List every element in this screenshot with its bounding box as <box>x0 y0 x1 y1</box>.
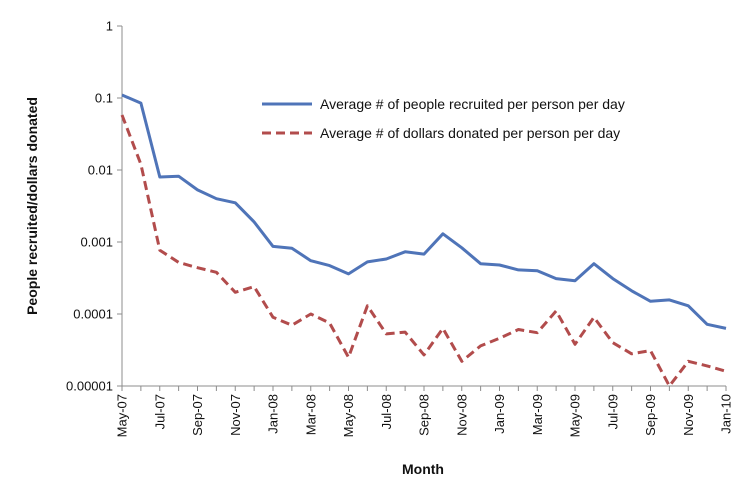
x-axis-title: Month <box>402 461 444 477</box>
legend-label-2: Average # of dollars donated per person … <box>320 125 620 141</box>
x-tick-label: May-07 <box>115 394 130 437</box>
y-tick-label: 0.001 <box>80 235 113 250</box>
y-tick-label: 0.01 <box>88 163 113 178</box>
legend: Average # of people recruited per person… <box>262 96 625 141</box>
x-tick-label: Nov-08 <box>454 394 469 436</box>
axes <box>117 26 726 391</box>
y-axis-title: People recruited/dollars donated <box>24 97 40 315</box>
x-tick-label: Nov-07 <box>228 394 243 436</box>
x-tick-label: Jan-08 <box>266 394 281 434</box>
x-tick-label: Mar-09 <box>530 394 545 435</box>
y-tick-label: 0.0001 <box>73 307 113 322</box>
x-tick-label: Jul-08 <box>379 394 394 429</box>
series-line-2 <box>122 115 726 386</box>
y-tick-label: 1 <box>106 19 113 34</box>
x-tick-label: Mar-08 <box>303 394 318 435</box>
x-tick-label: Nov-09 <box>681 394 696 436</box>
y-tick-label: 0.1 <box>95 91 113 106</box>
x-tick-label: May-09 <box>568 394 583 437</box>
x-tick-label: Jan-10 <box>719 394 734 434</box>
x-tick-label: Sep-08 <box>417 394 432 436</box>
x-tick-label: Sep-09 <box>643 394 658 436</box>
x-tick-label: May-08 <box>341 394 356 437</box>
x-tick-label: Jul-07 <box>152 394 167 429</box>
x-tick-label: Jul-09 <box>605 394 620 429</box>
x-tick-label: Sep-07 <box>190 394 205 436</box>
y-tick-label: 0.00001 <box>66 379 113 394</box>
legend-label-1: Average # of people recruited per person… <box>320 96 625 112</box>
x-tick-label: Jan-09 <box>492 394 507 434</box>
